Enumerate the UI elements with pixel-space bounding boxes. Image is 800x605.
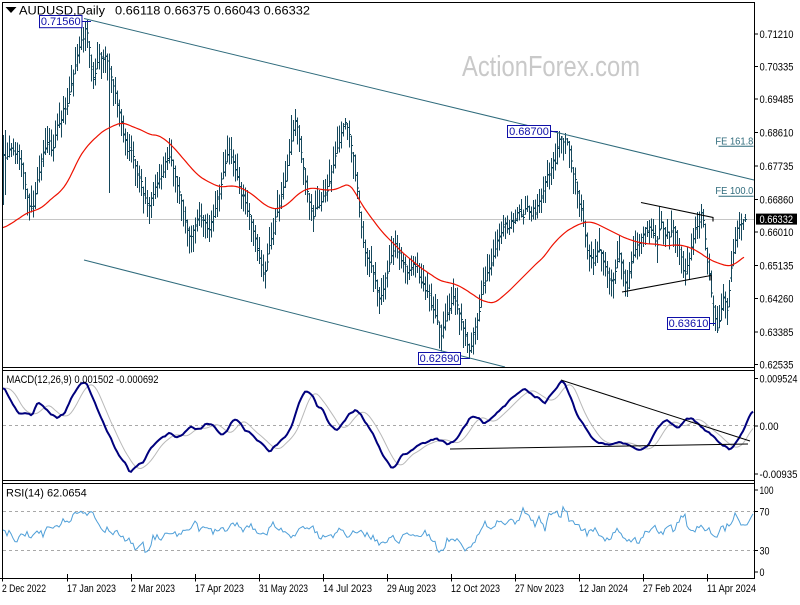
svg-text:0.00: 0.00: [760, 421, 779, 433]
svg-text:-0.00935: -0.00935: [760, 469, 798, 481]
svg-text:0.66860: 0.66860: [760, 194, 794, 206]
svg-text:0.64260: 0.64260: [760, 294, 794, 306]
svg-text:0.71560: 0.71560: [41, 16, 81, 28]
svg-text:2 Mar 2023: 2 Mar 2023: [131, 583, 175, 595]
svg-text:0.63385: 0.63385: [760, 327, 794, 339]
svg-text:MACD(12,26,9) 0.001502 -0.0006: MACD(12,26,9) 0.001502 -0.000692: [7, 374, 159, 386]
svg-text:30: 30: [760, 546, 770, 558]
svg-text:27 Nov 2023: 27 Nov 2023: [515, 583, 564, 595]
svg-text:0.69485: 0.69485: [760, 94, 794, 106]
svg-text:0.62535: 0.62535: [760, 360, 794, 372]
svg-text:17 Apr 2023: 17 Apr 2023: [195, 583, 244, 595]
svg-text:0.67735: 0.67735: [760, 161, 794, 173]
svg-text:FE 100.0: FE 100.0: [715, 185, 753, 197]
svg-text:0.62690: 0.62690: [420, 353, 460, 365]
svg-text:0: 0: [760, 567, 765, 579]
svg-text:14 Jul 2023: 14 Jul 2023: [323, 583, 372, 595]
svg-text:17 Jan 2023: 17 Jan 2023: [67, 583, 116, 595]
svg-text:12 Oct 2023: 12 Oct 2023: [451, 583, 500, 595]
svg-text:31 May 2023: 31 May 2023: [259, 583, 308, 595]
svg-text:0.68610: 0.68610: [760, 128, 794, 140]
svg-text:27 Feb 2024: 27 Feb 2024: [643, 583, 692, 595]
svg-text:100: 100: [760, 485, 774, 497]
svg-text:12 Jan 2024: 12 Jan 2024: [579, 583, 628, 595]
svg-text:0.66118 0.66375 0.66043 0.6633: 0.66118 0.66375 0.66043 0.66332: [115, 6, 310, 18]
svg-text:0.66332: 0.66332: [760, 214, 794, 226]
svg-text:11 Apr 2024: 11 Apr 2024: [707, 583, 756, 595]
svg-text:0.70335: 0.70335: [760, 62, 794, 74]
svg-text:0.65135: 0.65135: [760, 260, 794, 272]
svg-text:70: 70: [760, 507, 770, 519]
svg-text:0.009524: 0.009524: [760, 374, 798, 386]
svg-text:AUDUSD,Daily: AUDUSD,Daily: [19, 6, 105, 18]
svg-text:0.63610: 0.63610: [669, 318, 709, 330]
svg-text:2 Dec 2022: 2 Dec 2022: [2, 583, 46, 595]
svg-text:0.71210: 0.71210: [760, 29, 794, 41]
svg-text:FE 161.8: FE 161.8: [715, 135, 753, 147]
svg-text:ActionForex.com: ActionForex.com: [462, 51, 640, 83]
svg-text:29 Aug 2023: 29 Aug 2023: [387, 583, 436, 595]
svg-text:0.68700: 0.68700: [509, 126, 549, 138]
svg-text:RSI(14) 62.0654: RSI(14) 62.0654: [6, 488, 87, 500]
svg-text:0.66010: 0.66010: [760, 227, 794, 239]
